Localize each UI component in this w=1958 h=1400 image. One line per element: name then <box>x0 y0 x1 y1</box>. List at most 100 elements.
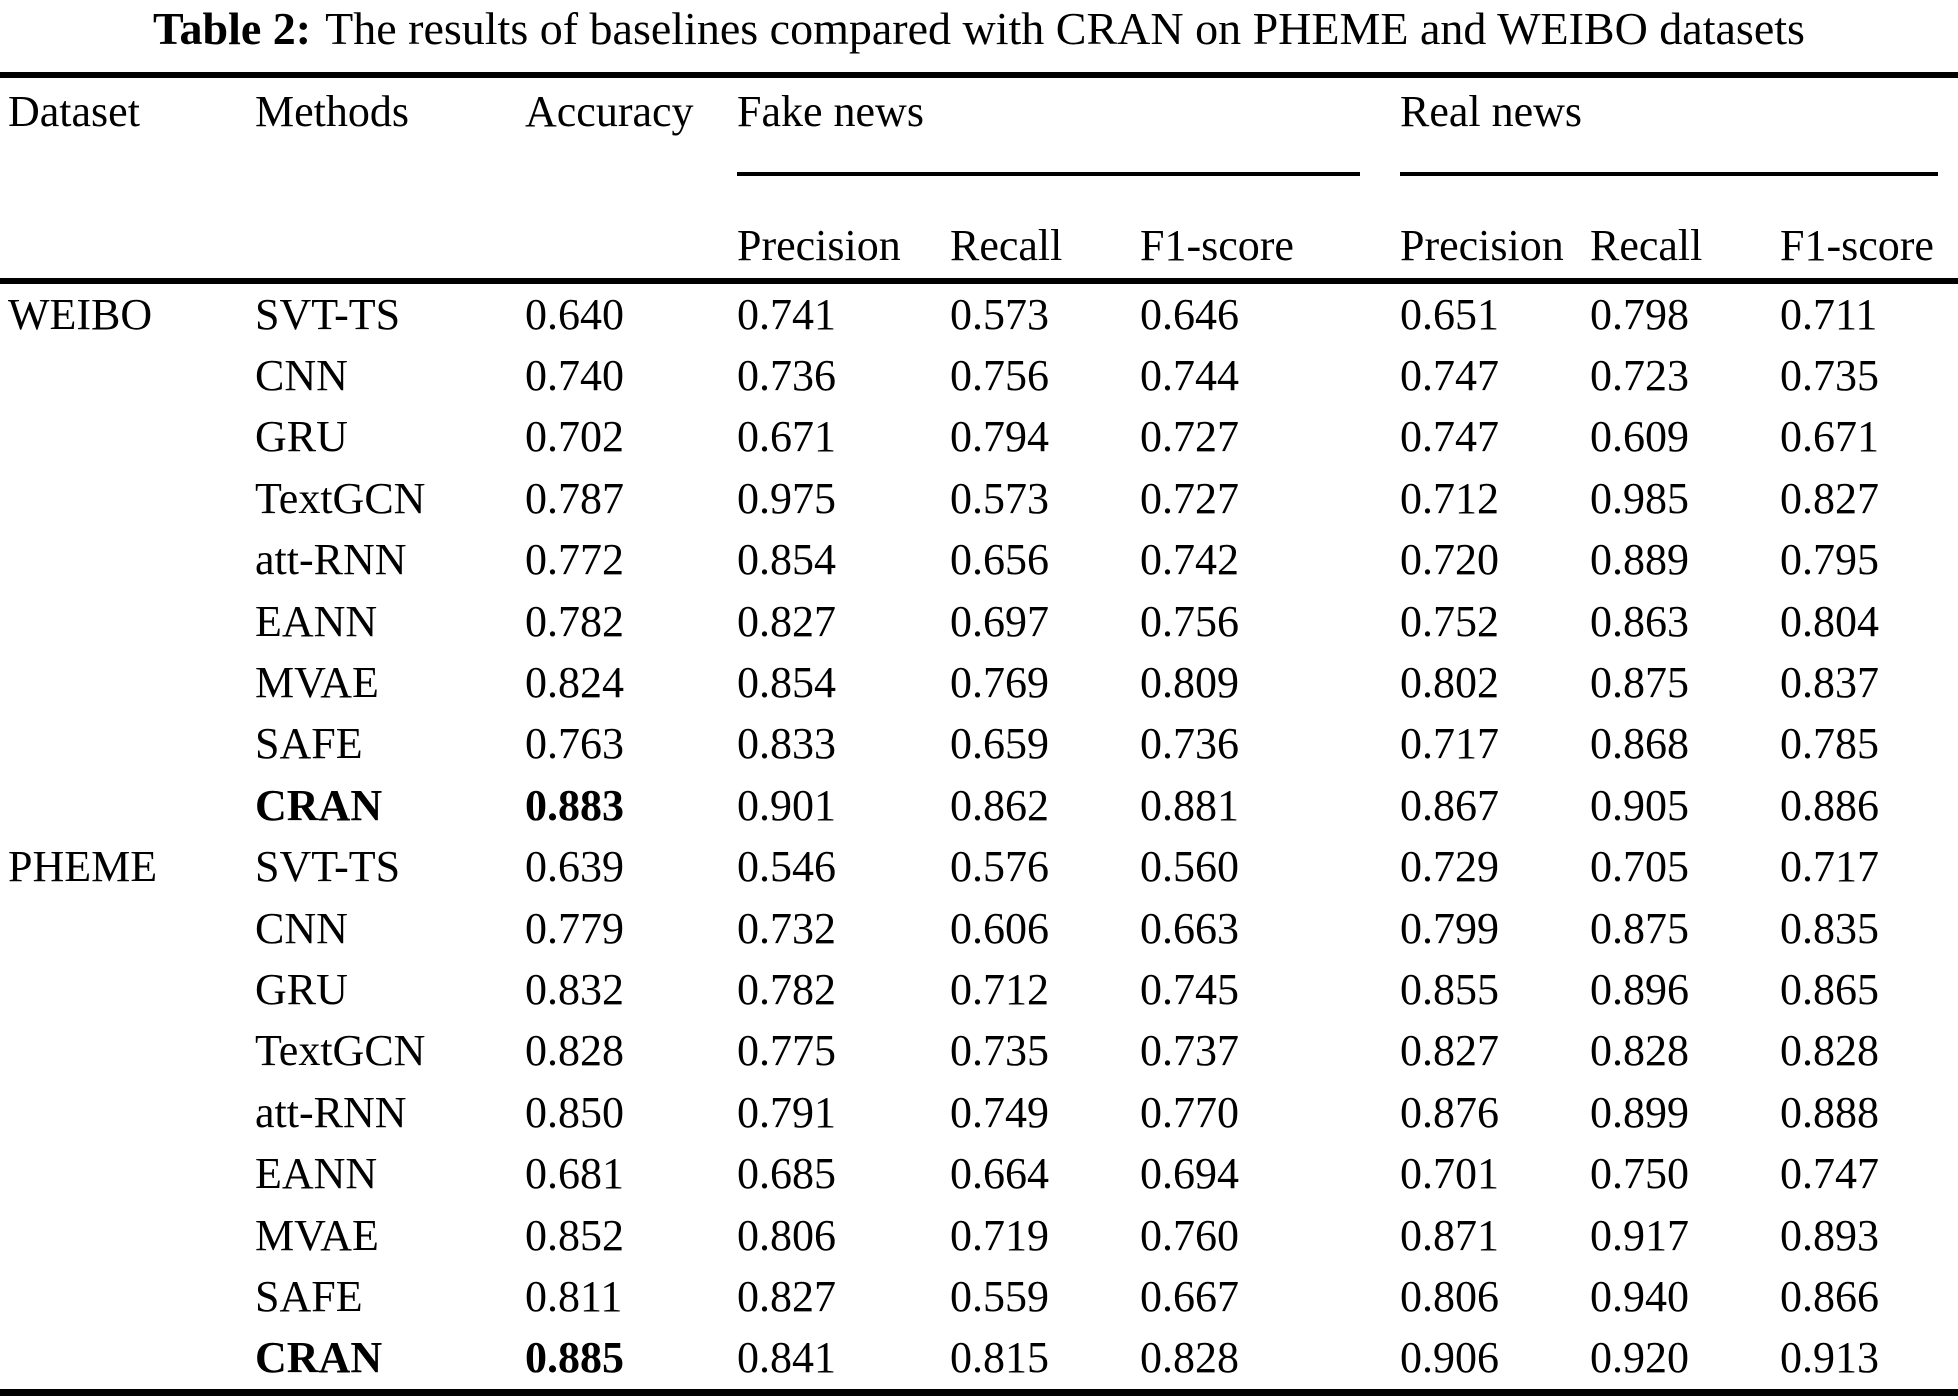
method-cell: SVT-TS <box>255 289 401 339</box>
fake-precision-cell: 0.901 <box>737 780 836 830</box>
real-precision-cell: 0.747 <box>1400 412 1499 462</box>
fake-recall-cell: 0.659 <box>950 719 1049 769</box>
real-f1-cell: 0.835 <box>1780 903 1879 953</box>
table-row: GRU 0.832 0.782 0.712 0.745 0.855 0.896 0.865 <box>0 959 1958 1020</box>
table-row: SAFE 0.763 0.833 0.659 0.736 0.717 0.868 0.785 <box>0 714 1958 775</box>
method-cell: CNN <box>255 351 348 401</box>
fake-recall-cell: 0.576 <box>950 842 1049 892</box>
real-recall-cell: 0.875 <box>1590 903 1689 953</box>
accuracy-cell: 0.702 <box>525 412 624 462</box>
subcol-fake-recall: Recall <box>950 221 1063 270</box>
fake-recall-cell: 0.749 <box>950 1087 1049 1137</box>
method-cell: SAFE <box>255 1271 363 1321</box>
method-cell: CRAN <box>255 1333 383 1383</box>
subcol-real-precision: Precision <box>1400 221 1564 270</box>
accuracy-cell: 0.787 <box>525 473 624 523</box>
method-cell: EANN <box>255 596 378 646</box>
method-cell: MVAE <box>255 658 379 708</box>
accuracy-cell: 0.640 <box>525 289 624 339</box>
col-header-accuracy: Accuracy <box>525 87 694 136</box>
fake-recall-cell: 0.606 <box>950 903 1049 953</box>
accuracy-cell: 0.824 <box>525 658 624 708</box>
accuracy-cell: 0.639 <box>525 842 624 892</box>
real-recall-cell: 0.899 <box>1590 1087 1689 1137</box>
real-recall-cell: 0.750 <box>1590 1149 1689 1199</box>
real-f1-cell: 0.717 <box>1780 842 1879 892</box>
real-recall-cell: 0.905 <box>1590 780 1689 830</box>
method-cell: att-RNN <box>255 1087 407 1137</box>
real-precision-cell: 0.855 <box>1400 964 1499 1014</box>
bottom-rule <box>0 1389 1958 1397</box>
fake-recall-cell: 0.559 <box>950 1271 1049 1321</box>
real-f1-cell: 0.671 <box>1780 412 1879 462</box>
method-cell: CRAN <box>255 780 383 830</box>
fake-precision-cell: 0.732 <box>737 903 836 953</box>
real-f1-cell: 0.888 <box>1780 1087 1879 1137</box>
table-row: WEIBO SVT-TS 0.640 0.741 0.573 0.646 0.651 0.79… <box>0 284 1958 345</box>
fake-recall-cell: 0.712 <box>950 964 1049 1014</box>
real-recall-cell: 0.889 <box>1590 535 1689 585</box>
fake-precision-cell: 0.854 <box>737 535 836 585</box>
real-recall-cell: 0.798 <box>1590 289 1689 339</box>
fake-recall-cell: 0.697 <box>950 596 1049 646</box>
fake-precision-cell: 0.741 <box>737 289 836 339</box>
real-recall-cell: 0.723 <box>1590 351 1689 401</box>
real-f1-cell: 0.913 <box>1780 1333 1879 1383</box>
table-header: Dataset Methods Accuracy Fake news Real … <box>0 78 1958 278</box>
real-precision-cell: 0.799 <box>1400 903 1499 953</box>
fake-precision-cell: 0.827 <box>737 1271 836 1321</box>
method-cell: MVAE <box>255 1210 379 1260</box>
real-f1-cell: 0.827 <box>1780 473 1879 523</box>
accuracy-cell: 0.832 <box>525 964 624 1014</box>
fake-f1-cell: 0.667 <box>1140 1271 1239 1321</box>
table-row: MVAE 0.852 0.806 0.719 0.760 0.871 0.917 0.893 <box>0 1205 1958 1266</box>
fake-precision-cell: 0.775 <box>737 1026 836 1076</box>
fake-f1-cell: 0.737 <box>1140 1026 1239 1076</box>
fake-precision-cell: 0.833 <box>737 719 836 769</box>
table-row: att-RNN 0.772 0.854 0.656 0.742 0.720 0.889 0.7… <box>0 530 1958 591</box>
fake-precision-cell: 0.806 <box>737 1210 836 1260</box>
fake-recall-cell: 0.573 <box>950 473 1049 523</box>
fake-f1-cell: 0.756 <box>1140 596 1239 646</box>
real-recall-cell: 0.920 <box>1590 1333 1689 1383</box>
table-caption-text: The results of baselines compared with C… <box>325 3 1805 54</box>
real-precision-cell: 0.747 <box>1400 351 1499 401</box>
real-f1-cell: 0.804 <box>1780 596 1879 646</box>
table-row: SAFE 0.811 0.827 0.559 0.667 0.806 0.940 0.866 <box>0 1266 1958 1327</box>
table-row: PHEME SVT-TS 0.639 0.546 0.576 0.560 0.729 0.70… <box>0 837 1958 898</box>
subcol-real-f1: F1-score <box>1780 221 1934 270</box>
header-rule <box>0 278 1958 284</box>
real-recall-cell: 0.875 <box>1590 658 1689 708</box>
method-cell: SVT-TS <box>255 842 401 892</box>
fake-f1-cell: 0.770 <box>1140 1087 1239 1137</box>
subcol-fake-f1: F1-score <box>1140 221 1294 270</box>
fake-f1-cell: 0.560 <box>1140 842 1239 892</box>
fake-precision-cell: 0.782 <box>737 964 836 1014</box>
col-header-dataset: Dataset <box>8 87 140 136</box>
real-precision-cell: 0.802 <box>1400 658 1499 708</box>
method-cell: GRU <box>255 964 348 1014</box>
table-row: CRAN 0.885 0.841 0.815 0.828 0.906 0.920 0.913 <box>0 1328 1958 1389</box>
table-row: EANN 0.782 0.827 0.697 0.756 0.752 0.863 0.804 <box>0 591 1958 652</box>
accuracy-cell: 0.681 <box>525 1149 624 1199</box>
subcol-fake-precision: Precision <box>737 221 901 270</box>
fake-f1-cell: 0.694 <box>1140 1149 1239 1199</box>
fake-f1-cell: 0.646 <box>1140 289 1239 339</box>
fake-f1-cell: 0.663 <box>1140 903 1239 953</box>
accuracy-cell: 0.828 <box>525 1026 624 1076</box>
real-precision-cell: 0.729 <box>1400 842 1499 892</box>
real-f1-cell: 0.837 <box>1780 658 1879 708</box>
table-row: MVAE 0.824 0.854 0.769 0.809 0.802 0.875 0.837 <box>0 652 1958 713</box>
fake-f1-cell: 0.809 <box>1140 658 1239 708</box>
real-f1-cell: 0.886 <box>1780 780 1879 830</box>
group-header-real-news: Real news <box>1400 87 1583 136</box>
table-row: GRU 0.702 0.671 0.794 0.727 0.747 0.609 0.671 <box>0 407 1958 468</box>
real-precision-cell: 0.867 <box>1400 780 1499 830</box>
fake-f1-cell: 0.736 <box>1140 719 1239 769</box>
accuracy-cell: 0.772 <box>525 535 624 585</box>
fake-f1-cell: 0.881 <box>1140 780 1239 830</box>
real-recall-cell: 0.828 <box>1590 1026 1689 1076</box>
fake-precision-cell: 0.841 <box>737 1333 836 1383</box>
fake-precision-cell: 0.827 <box>737 596 836 646</box>
group-header-fake-news: Fake news <box>737 87 924 136</box>
